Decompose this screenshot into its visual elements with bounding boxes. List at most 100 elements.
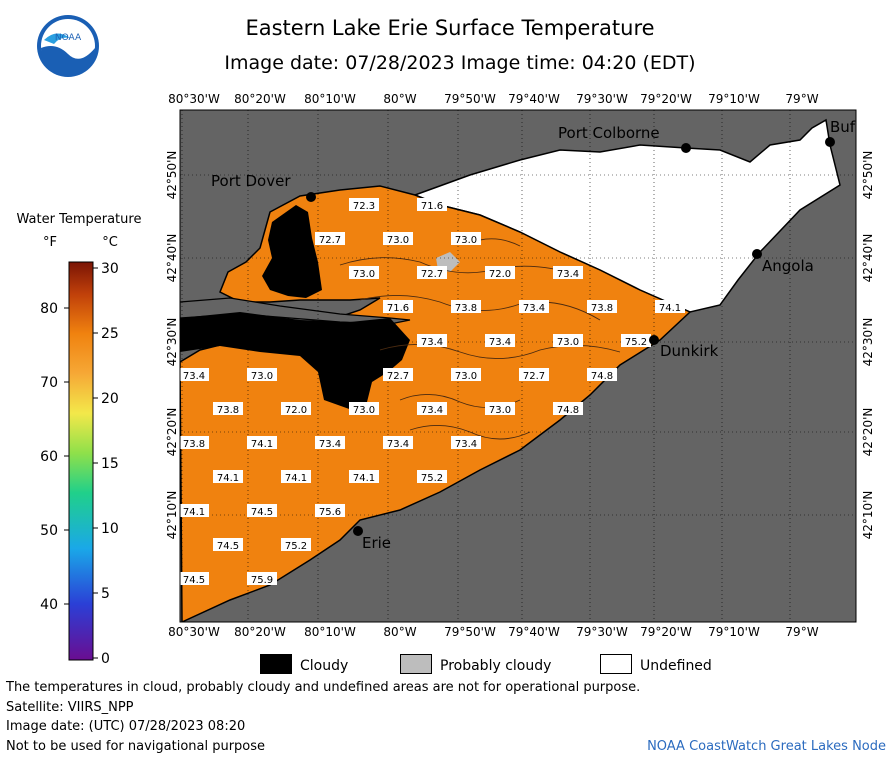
temperature-label: 74.8 (591, 371, 613, 382)
temperature-label-box (383, 300, 413, 313)
temperature-label: 73.8 (455, 303, 477, 314)
temperature-label-box (213, 538, 243, 551)
temperature-label-box (247, 504, 277, 517)
temperature-labels: 72.3 71.6 72.7 73.0 73.0 73.0 72.7 72.0 73.4 71.6… (180, 198, 685, 586)
temperature-label: 74.1 (285, 473, 307, 484)
map-frame (179, 109, 857, 623)
temperature-label-box (315, 232, 345, 245)
temperature-label: 74.1 (183, 507, 205, 518)
temperature-label-box (349, 198, 379, 211)
temperature-label-box (553, 266, 583, 279)
temperature-label: 72.0 (285, 405, 307, 416)
place-markers: Port Colborne Port Dover Buf Angola Dunkirk E… (211, 118, 856, 552)
lon-label-top: 79°20'W (640, 92, 692, 106)
temperature-label: 71.6 (387, 303, 409, 314)
lat-label-right: 42°40'N (861, 234, 875, 283)
lon-label-bottom: 79°W (785, 625, 818, 639)
temperature-label: 74.5 (251, 507, 273, 518)
temperature-label: 73.4 (523, 303, 545, 314)
temperature-label: 73.8 (591, 303, 613, 314)
temperature-label: 75.2 (421, 473, 443, 484)
temperature-label-box (451, 436, 481, 449)
temperature-label: 73.0 (455, 235, 477, 246)
map-subtitle: Image date: 07/28/2023 Image time: 04:20… (224, 52, 696, 74)
temperature-label: 74.1 (659, 303, 681, 314)
temperature-label-box (587, 368, 617, 381)
temperature-label: 73.4 (557, 269, 579, 280)
colorbar-c-tick: 5 (101, 586, 110, 602)
noaa-logo: NOAA (37, 15, 99, 77)
temperature-label: 74.5 (183, 575, 205, 586)
lon-label-bottom: 79°30'W (576, 625, 628, 639)
temperature-label: 73.4 (387, 439, 409, 450)
lon-label-bottom: 80°10'W (304, 625, 356, 639)
temperature-label: 73.0 (455, 371, 477, 382)
colorbar-title: Water Temperature (17, 212, 142, 227)
temperature-label: 71.6 (421, 201, 443, 212)
lon-label-top: 79°50'W (444, 92, 496, 106)
temperature-label: 75.2 (285, 541, 307, 552)
lon-label-bottom: 80°30'W (168, 625, 220, 639)
lon-label-bottom: 80°W (383, 625, 416, 639)
buffalo-marker (825, 137, 835, 147)
latitude-labels-left: 42°50'N 42°40'N 42°30'N 42°20'N 42°10'N (165, 151, 179, 540)
colorbar-f-ticks: 80 70 60 50 40 (40, 301, 69, 613)
temperature-label-box (349, 402, 379, 415)
temperature-label: 73.4 (421, 337, 443, 348)
temperature-label: 73.4 (421, 405, 443, 416)
temperature-label-box (655, 300, 685, 313)
legend-undefined-swatch (600, 654, 632, 674)
temperature-label-box (383, 436, 413, 449)
lon-label-bottom: 79°10'W (708, 625, 760, 639)
temperature-label-box (485, 402, 515, 415)
temperature-label-box (417, 334, 447, 347)
temperature-label-box (417, 198, 447, 211)
temperature-label: 72.7 (523, 371, 545, 382)
temperature-label-box (451, 232, 481, 245)
temperature-label-box (553, 334, 583, 347)
angola-label: Angola (762, 257, 814, 275)
port-colborne-marker (681, 143, 691, 153)
buffalo-label: Buf (830, 118, 856, 136)
temperature-label-box (553, 402, 583, 415)
legend-probably-cloudy-swatch (400, 654, 432, 674)
temperature-label: 73.0 (353, 405, 375, 416)
temperature-label: 73.0 (387, 235, 409, 246)
erie-label: Erie (362, 534, 391, 552)
colorbar-c-tick: 20 (101, 391, 119, 407)
longitude-labels-bottom: 80°30'W 80°20'W 80°10'W 80°W 79°50'W 79°40'W 7… (168, 625, 819, 639)
temperature-label-box (315, 504, 345, 517)
temperature-label-box (519, 300, 549, 313)
logo-text: NOAA (55, 33, 82, 43)
temperature-label: 74.5 (217, 541, 239, 552)
legend-cloudy-label: Cloudy (300, 658, 349, 674)
temperature-label: 74.8 (557, 405, 579, 416)
temperature-label-box (180, 368, 209, 381)
colorbar-c-ticks: 30 25 20 15 10 5 0 (93, 261, 119, 667)
temperature-label-box (247, 436, 277, 449)
colorbar-f-tick: 40 (40, 597, 58, 613)
cloud-patch-north (262, 205, 322, 298)
colorbar-unit-f: °F (43, 235, 57, 250)
lon-label-top: 79°30'W (576, 92, 628, 106)
temperature-label: 72.7 (421, 269, 443, 280)
temperature-label: 74.1 (353, 473, 375, 484)
temperature-label-box (281, 470, 311, 483)
legend-probably-cloudy-label: Probably cloudy (440, 658, 552, 674)
temperature-label-box (417, 470, 447, 483)
temperature-label-box (213, 470, 243, 483)
legend-cloudy-swatch (260, 654, 292, 674)
lon-label-bottom: 80°20'W (234, 625, 286, 639)
temperature-label: 73.0 (251, 371, 273, 382)
temperature-label-box (247, 572, 277, 585)
colorbar-gradient (68, 261, 94, 661)
port-dover-label: Port Dover (211, 172, 291, 190)
colorbar-f-tick: 80 (40, 301, 58, 317)
temperature-label-box (621, 334, 651, 347)
temperature-label-box (213, 402, 243, 415)
lon-label-top: 80°W (383, 92, 416, 106)
temperature-label: 73.0 (353, 269, 375, 280)
temperature-label: 73.4 (455, 439, 477, 450)
port-colborne-label: Port Colborne (558, 124, 660, 142)
